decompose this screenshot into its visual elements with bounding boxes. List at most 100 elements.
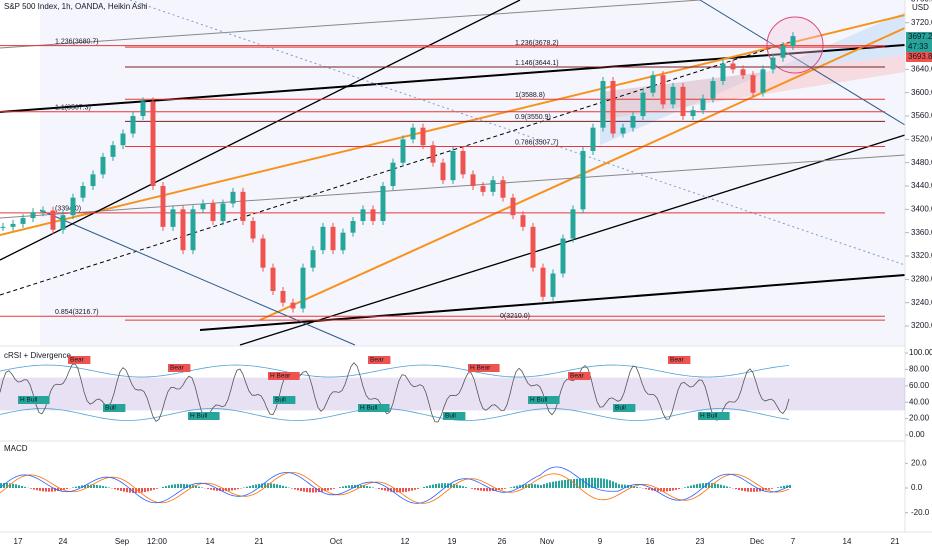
macd-hist [552, 481, 554, 488]
macd-hist [297, 488, 299, 491]
x-tick-label: 12 [401, 537, 410, 546]
candle [260, 238, 266, 268]
fib-label: 0.854(3216.7) [55, 309, 99, 316]
y-tick-label: 3760.0 [911, 0, 932, 3]
y-tick-label: 3480.0 [911, 158, 932, 167]
candle [370, 209, 376, 222]
macd-hist [429, 485, 431, 488]
divergence-tag: H Bull [530, 397, 548, 404]
macd-hist [381, 488, 383, 490]
candle [80, 186, 86, 198]
x-tick-label: 23 [696, 537, 705, 546]
macd-hist [621, 484, 623, 488]
y-tick-label: 3320.0 [911, 251, 932, 260]
macd-hist [225, 488, 227, 492]
macd-hist [471, 488, 473, 489]
macd-hist [105, 486, 107, 488]
macd-hist [315, 488, 317, 493]
currency: USD [912, 3, 929, 12]
macd-hist [771, 488, 773, 489]
macd-hist [555, 481, 557, 488]
macd-hist [123, 488, 125, 492]
candle [460, 151, 466, 175]
macd-hist [417, 488, 419, 489]
divergence-tag: Bull [275, 397, 286, 404]
macd-hist [348, 485, 350, 488]
candle [310, 250, 316, 268]
macd-hist [696, 484, 698, 488]
macd-hist [537, 484, 539, 488]
candle [220, 203, 226, 222]
macd-hist [168, 485, 170, 488]
macd-hist [144, 488, 146, 493]
y-tick-label: 3280.0 [911, 274, 932, 283]
x-tick-label: Sep [115, 537, 130, 546]
macd-hist [669, 488, 671, 492]
candle [140, 101, 146, 117]
macd-hist [210, 488, 212, 490]
macd-hist [384, 488, 386, 491]
y-tick-label: 3400.0 [911, 204, 932, 213]
macd-hist [252, 485, 254, 488]
macd-hist [519, 485, 521, 488]
candle [630, 116, 636, 128]
macd-hist [270, 483, 272, 488]
macd-hist [3, 482, 5, 488]
macd-hist [528, 484, 530, 488]
macd-hist [153, 488, 155, 490]
macd-hist [498, 488, 500, 491]
macd-hist [489, 488, 491, 492]
macd-hist [474, 488, 476, 490]
macd-hist [615, 482, 617, 488]
macd-hist [339, 487, 341, 488]
candle [120, 133, 126, 146]
tag-box [368, 356, 391, 364]
macd-hist [741, 488, 743, 491]
macd-hist [255, 484, 257, 488]
macd-hist [753, 488, 755, 492]
macd-hist [39, 488, 41, 491]
macd-hist [594, 477, 596, 488]
tag-box [103, 404, 126, 412]
x-tick-label: 9 [598, 537, 603, 546]
tag-box [358, 404, 390, 412]
macd-hist [363, 485, 365, 488]
candle [70, 197, 76, 216]
candle [670, 86, 676, 105]
macd-hist [345, 485, 347, 488]
candle [680, 86, 686, 117]
macd-hist [405, 488, 407, 492]
x-tick-label: 7 [791, 537, 796, 546]
candle [650, 75, 656, 93]
candle [780, 46, 786, 58]
macd-hist [207, 488, 209, 490]
macd-hist [777, 487, 779, 488]
tag-box [268, 372, 300, 380]
macd-hist [300, 488, 302, 492]
macd-hist [30, 488, 32, 489]
macd-hist [291, 488, 293, 489]
pane-title: cRSI + Divergence [4, 351, 71, 360]
macd-hist [789, 484, 791, 488]
candle [350, 221, 356, 233]
candle [30, 212, 36, 219]
candle [90, 174, 96, 187]
x-tick-label: 12:00 [147, 537, 168, 546]
macd-hist [306, 488, 308, 493]
candle [110, 145, 116, 157]
y-tick-label: 3520.0 [911, 134, 932, 143]
macd-hist [678, 488, 680, 490]
x-tick-label: 16 [646, 537, 655, 546]
macd-hist [15, 484, 17, 488]
macd-hist [372, 487, 374, 488]
candle [240, 191, 246, 222]
macd-hist [156, 488, 158, 489]
y-tick-label: 3720.0 [911, 18, 932, 27]
macd-hist [258, 483, 260, 488]
macd-hist [453, 484, 455, 488]
macd-hist [357, 484, 359, 488]
macd-hist [591, 477, 593, 488]
macd-hist [66, 488, 68, 489]
macd-hist [504, 488, 506, 489]
macd-hist [294, 488, 296, 490]
